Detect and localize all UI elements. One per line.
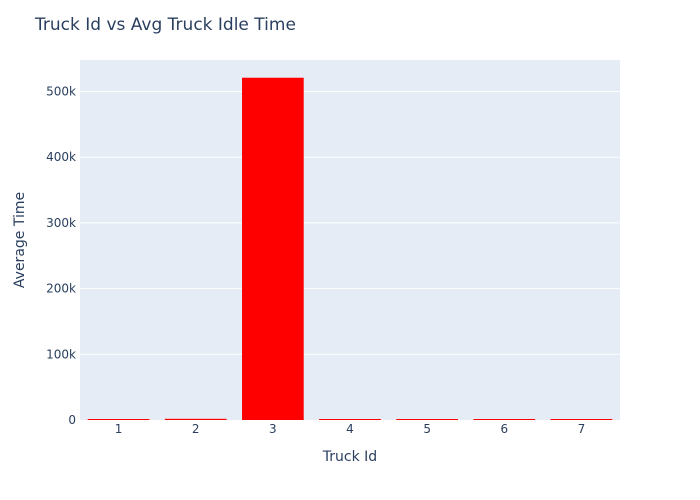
x-tick-label: 6: [500, 422, 508, 436]
bar-truck-7[interactable]: [550, 419, 613, 420]
x-tick-label: 4: [346, 422, 354, 436]
x-axis-title: Truck Id: [322, 449, 377, 465]
bar-truck-5[interactable]: [396, 419, 458, 420]
bar-truck-4[interactable]: [319, 419, 381, 420]
y-tick-label: 300k: [46, 216, 76, 230]
x-tick-label: 7: [578, 422, 586, 436]
x-tick-label: 5: [423, 422, 431, 436]
y-axis-ticks: 0 100k 200k 300k 400k 500k: [46, 85, 76, 427]
plot-area: [80, 60, 620, 420]
y-axis-title: Average Time: [12, 192, 28, 288]
y-tick-label: 400k: [46, 150, 76, 164]
y-tick-label: 0: [68, 413, 76, 427]
x-tick-label: 3: [269, 422, 277, 436]
x-tick-label: 1: [115, 422, 123, 436]
y-tick-label: 500k: [46, 85, 76, 99]
bars: [87, 77, 613, 420]
y-tick-label: 200k: [46, 282, 76, 296]
x-axis-ticks: 1 2 3 4 5 6 7: [115, 422, 585, 436]
chart-title: Truck Id vs Avg Truck Idle Time: [34, 15, 296, 35]
x-tick-label: 2: [192, 422, 200, 436]
bar-truck-1[interactable]: [87, 419, 150, 420]
bar-truck-3[interactable]: [242, 77, 304, 420]
bar-truck-6[interactable]: [473, 419, 536, 420]
bar-truck-2[interactable]: [164, 418, 227, 420]
y-tick-label: 100k: [46, 347, 76, 361]
gridlines: [80, 91, 620, 355]
